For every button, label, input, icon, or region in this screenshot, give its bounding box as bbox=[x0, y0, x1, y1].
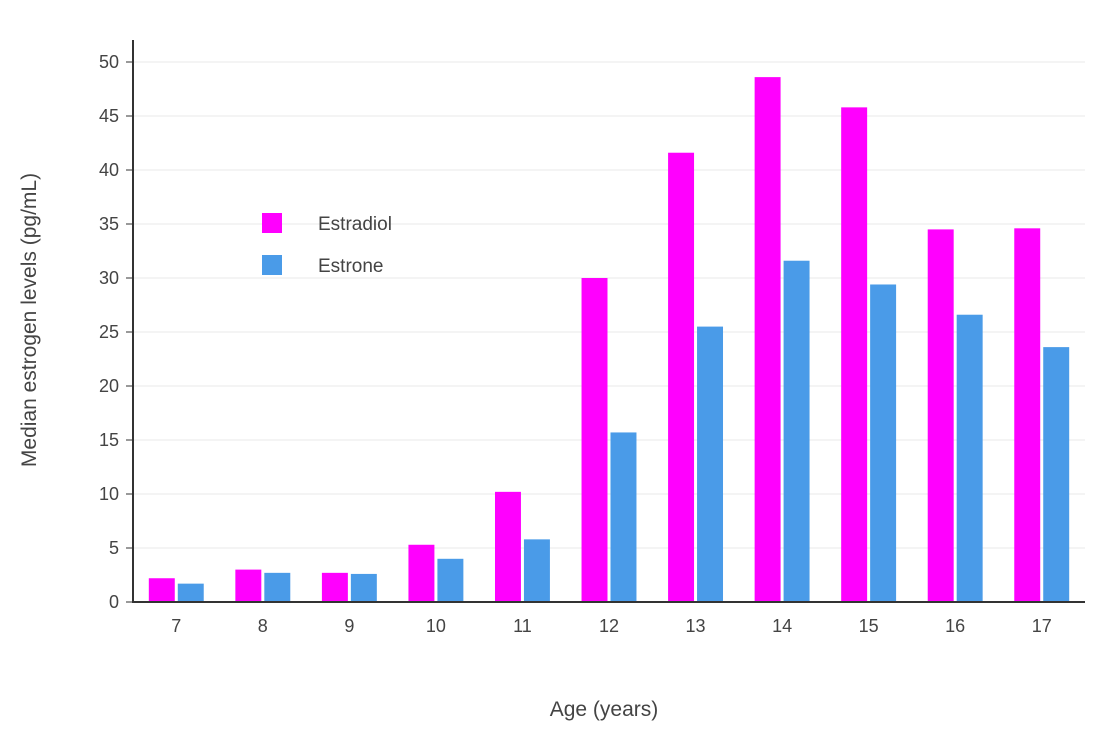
bar-estrone-age-15[interactable] bbox=[870, 284, 897, 602]
bar-estradiol-age-8[interactable] bbox=[235, 569, 262, 602]
bar-estrone-age-13[interactable] bbox=[697, 326, 724, 602]
x-axis-title: Age (years) bbox=[550, 698, 659, 721]
x-tick-label: 12 bbox=[599, 616, 619, 636]
bar-estrone-age-7[interactable] bbox=[177, 583, 204, 602]
bar-estrone-age-14[interactable] bbox=[783, 260, 810, 602]
bar-estradiol-age-7[interactable] bbox=[148, 578, 175, 602]
y-tick-label: 0 bbox=[109, 592, 119, 612]
x-tick-label: 11 bbox=[513, 616, 532, 636]
bar-estradiol-age-10[interactable] bbox=[408, 544, 435, 602]
bar-estrone-age-16[interactable] bbox=[956, 314, 983, 602]
bar-estradiol-age-9[interactable] bbox=[321, 572, 348, 602]
legend-label-estradiol[interactable]: Estradiol bbox=[318, 214, 392, 235]
x-tick-label: 17 bbox=[1032, 616, 1052, 636]
legend-swatch-estradiol[interactable] bbox=[262, 213, 282, 233]
y-tick-label: 15 bbox=[99, 430, 119, 450]
bar-estrone-age-12[interactable] bbox=[610, 432, 637, 602]
x-tick-label: 14 bbox=[772, 616, 792, 636]
y-tick-label: 50 bbox=[99, 52, 119, 72]
bar-estrone-age-17[interactable] bbox=[1043, 347, 1070, 602]
bars-layer bbox=[148, 77, 1070, 603]
y-tick-label: 35 bbox=[99, 214, 119, 234]
bar-estradiol-age-12[interactable] bbox=[581, 278, 608, 602]
bar-estrone-age-8[interactable] bbox=[264, 572, 291, 602]
bar-estradiol-age-11[interactable] bbox=[494, 491, 521, 602]
tick-labels-layer: 0 5 10 15 20 25 30 35 40 45 50 7 8 9 10 11 12 13 14 15 16 17 bbox=[99, 52, 1052, 636]
legend-swatch-estrone[interactable] bbox=[262, 255, 282, 275]
x-tick-label: 10 bbox=[426, 616, 446, 636]
legend-label-estrone[interactable]: Estrone bbox=[318, 256, 383, 277]
bar-estrone-age-10[interactable] bbox=[437, 558, 464, 602]
grid-layer bbox=[133, 61, 1085, 603]
bar-estradiol-age-14[interactable] bbox=[754, 77, 781, 603]
x-tick-label: 7 bbox=[171, 616, 181, 636]
bar-estradiol-age-15[interactable] bbox=[841, 107, 868, 603]
bar-estradiol-age-16[interactable] bbox=[927, 229, 954, 602]
y-axis-title: Median estrogen levels (pg/mL) bbox=[18, 173, 41, 467]
axis-layer bbox=[126, 40, 1085, 603]
axis-lines bbox=[132, 40, 1085, 603]
bar-estradiol-age-17[interactable] bbox=[1014, 228, 1041, 602]
x-tick-label: 8 bbox=[258, 616, 268, 636]
bar-estradiol-age-13[interactable] bbox=[668, 152, 695, 602]
y-tick-label: 40 bbox=[99, 160, 119, 180]
y-tick-label: 5 bbox=[109, 538, 119, 558]
bar-estrone-age-9[interactable] bbox=[350, 573, 377, 602]
y-tick-label: 20 bbox=[99, 376, 119, 396]
y-tick-label: 10 bbox=[99, 484, 119, 504]
x-tick-label: 9 bbox=[344, 616, 354, 636]
x-tick-label: 16 bbox=[945, 616, 965, 636]
bar-estrone-age-11[interactable] bbox=[523, 539, 550, 602]
y-tick-label: 25 bbox=[99, 322, 119, 342]
x-tick-label: 13 bbox=[686, 616, 706, 636]
legend: Estradiol Estrone bbox=[262, 213, 392, 277]
y-tick-label: 45 bbox=[99, 106, 119, 126]
y-tick-label: 30 bbox=[99, 268, 119, 288]
x-tick-label: 15 bbox=[859, 616, 879, 636]
